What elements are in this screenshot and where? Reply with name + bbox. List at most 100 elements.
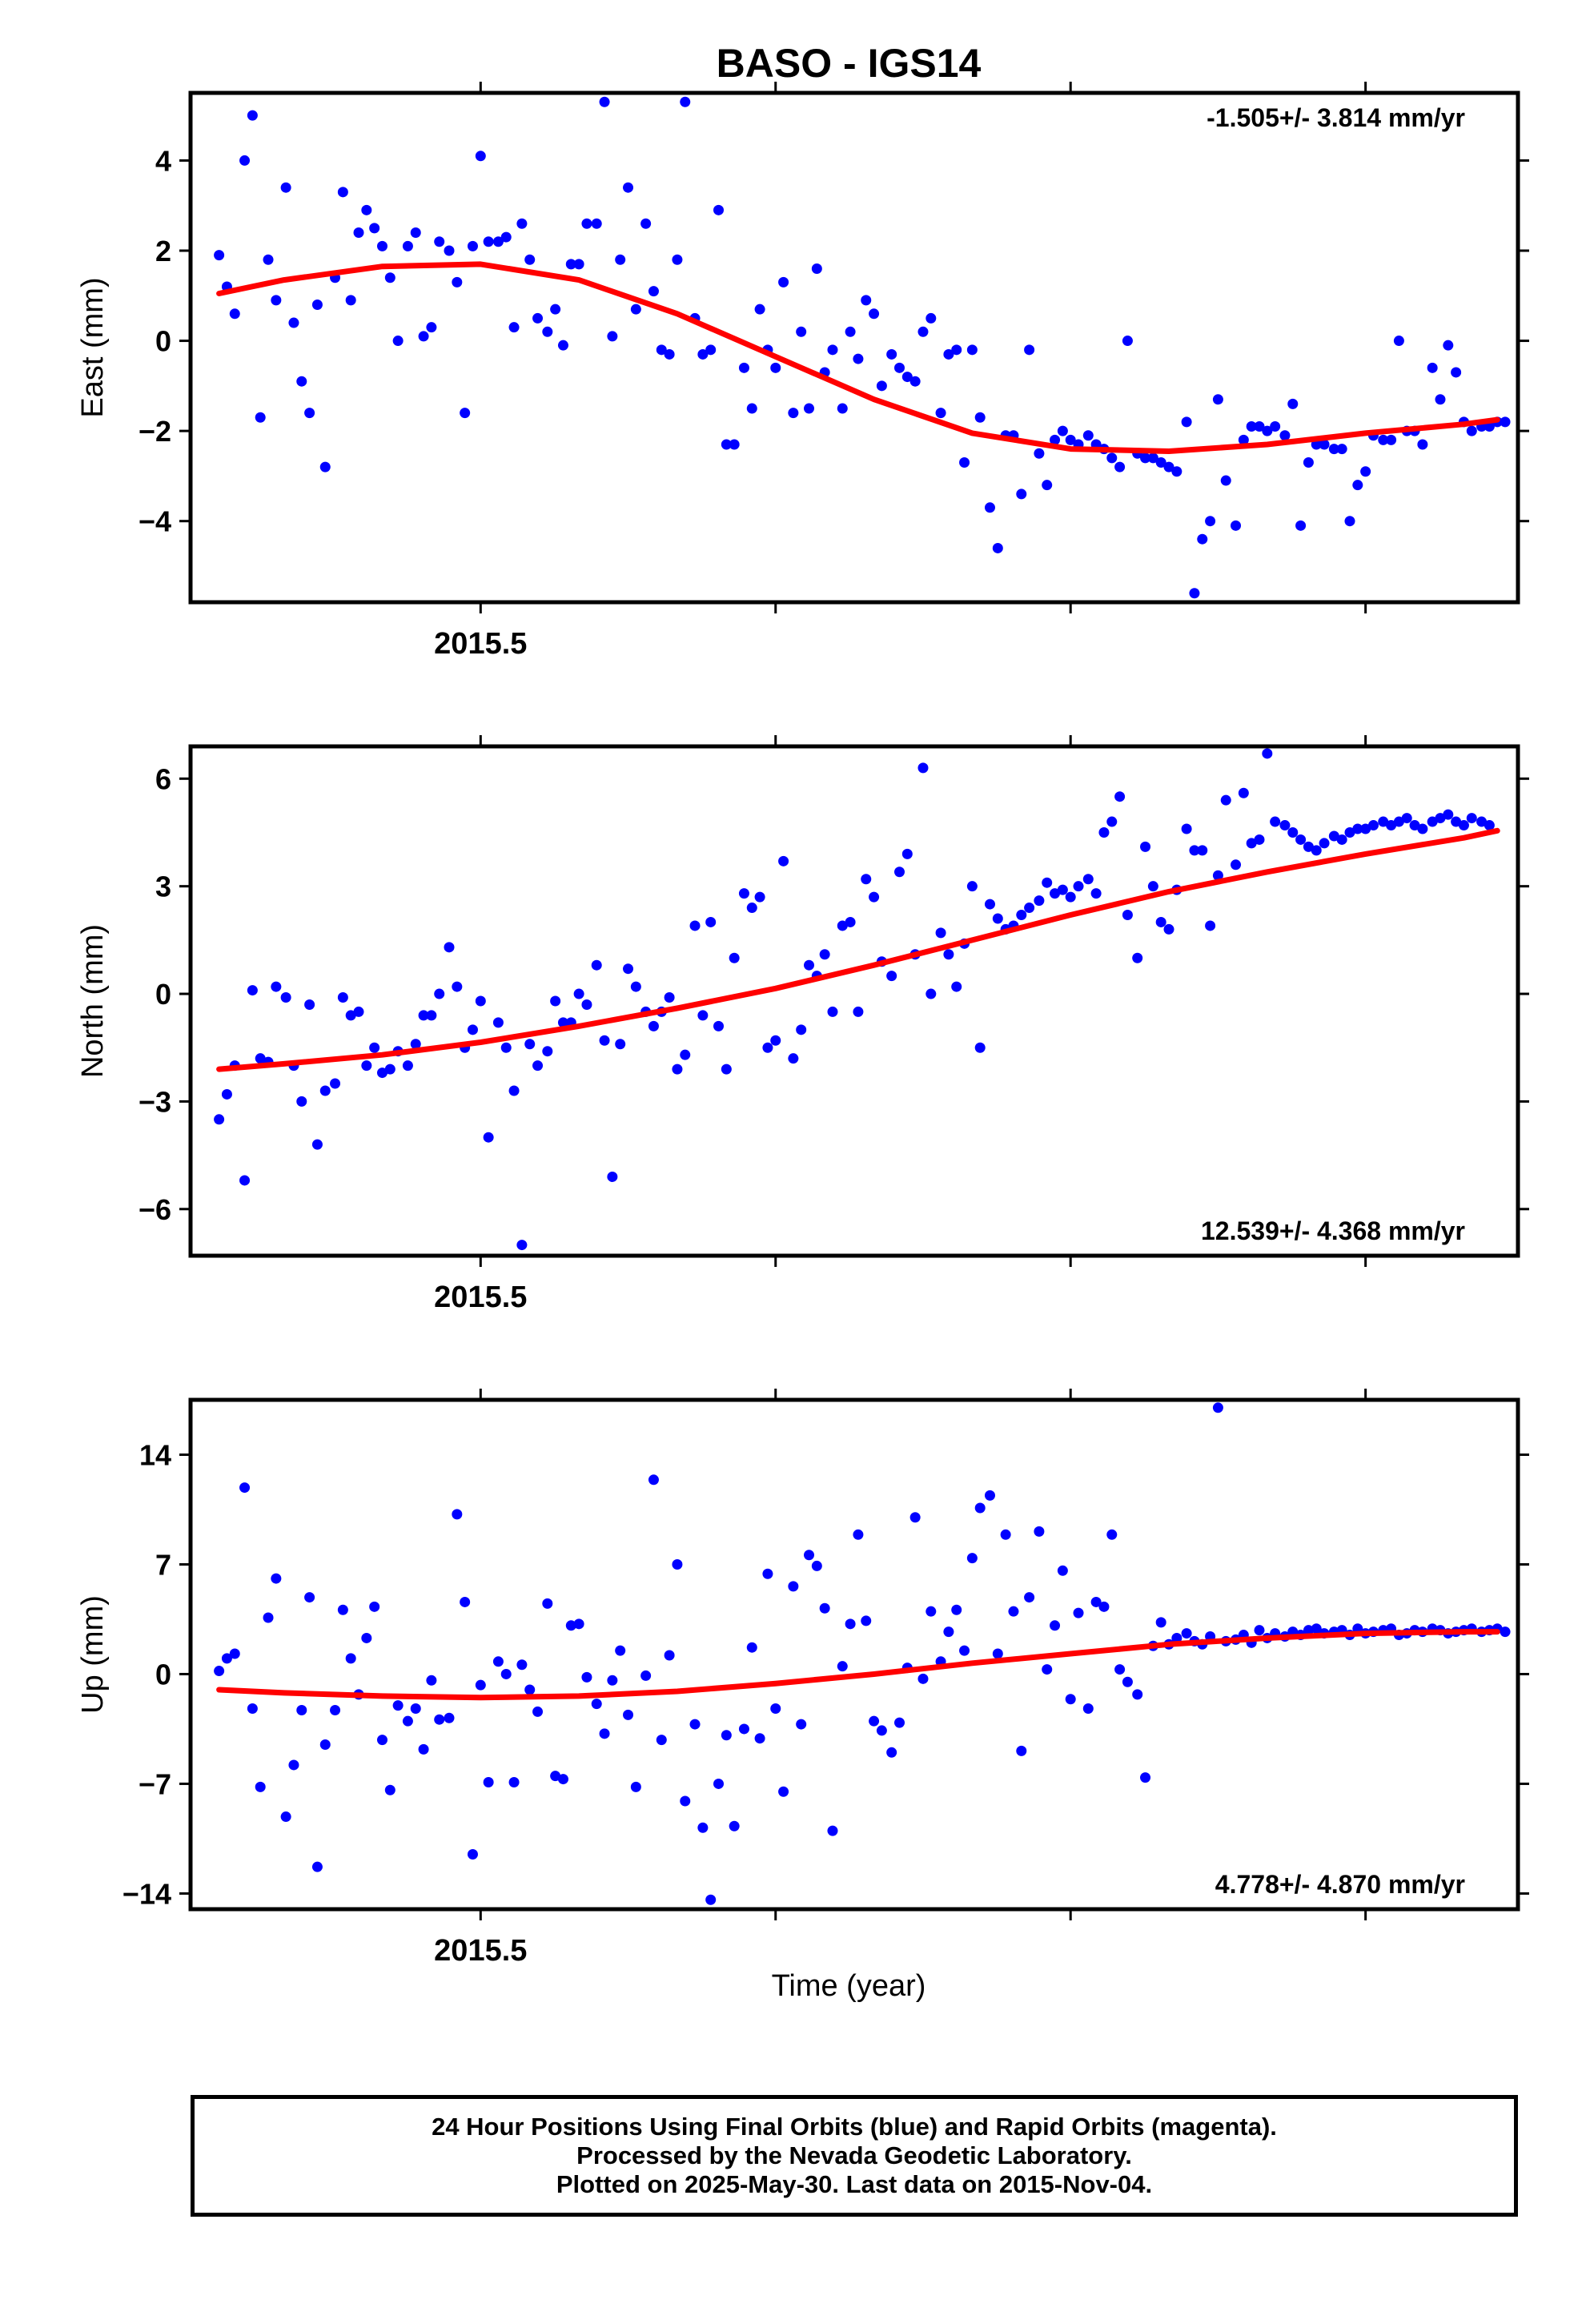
east-data-point [984,502,995,513]
north-data-point [1336,834,1347,845]
east-data-point [630,304,641,315]
up-data-point [1024,1592,1035,1603]
north-data-point [247,985,258,996]
north-data-point [1270,816,1281,827]
up-data-point [623,1709,634,1720]
north-data-point [599,1035,610,1046]
north-data-point [1197,845,1208,856]
chart-title: BASO - IGS14 [717,41,982,86]
up-data-point [239,1482,251,1494]
up-data-point [1008,1606,1019,1617]
x-axis-label: Time (year) [772,1969,926,2003]
east-data-point [1042,480,1053,491]
east-data-point [1254,420,1265,432]
east-data-point [418,331,429,342]
up-data-point [524,1684,536,1695]
east-data-point [319,461,331,472]
east-data-point [869,308,880,320]
north-data-point [369,1042,380,1053]
east-data-point [845,326,856,337]
east-data-point [861,295,872,306]
north-data-point [296,1096,307,1107]
north-data-point [1034,895,1045,907]
east-data-point [746,403,757,414]
up-data-point [263,1612,274,1623]
up-plot-frame [188,1397,1520,1912]
north-data-point [1427,816,1438,827]
north-panel: −6 −3 0 3 6 2015.5 North (mm) 12.539+/- 4.368 m… [76,735,1529,1314]
north-data-point [729,952,740,963]
east-data-point [1295,520,1307,531]
up-data-point [1132,1689,1143,1700]
east-data-point [1360,466,1371,477]
east-data-point [1122,336,1133,347]
east-plot-frame [188,90,1520,605]
up-data-point [492,1656,504,1667]
north-data-point [1476,816,1488,827]
north-data-point [861,874,872,885]
north-data-point [508,1085,520,1096]
east-data-point [1050,434,1061,445]
east-data-point [542,326,553,337]
north-data-point [1114,791,1126,802]
east-data-point [1106,452,1118,464]
north-data-point [214,1114,225,1125]
east-data-point [1057,425,1068,436]
north-data-point [353,1006,364,1017]
up-data-point [1065,1694,1076,1705]
east-data-point [271,295,282,306]
up-y-tick-label: −14 [122,1877,171,1910]
up-data-point [943,1626,954,1638]
up-data-point [615,1645,626,1656]
east-data-point [214,250,225,261]
east-data-point [1270,420,1281,432]
north-data-point [1155,916,1166,927]
north-data-point [1122,910,1133,921]
up-data-point [796,1719,807,1730]
up-data-point [1016,1745,1027,1756]
east-data-point [1328,444,1339,455]
east-data-point [434,236,445,247]
up-data-point [721,1730,732,1741]
east-data-point [770,362,781,373]
north-data-point [452,981,463,992]
east-data-point [917,326,929,337]
east-data-point [392,336,404,347]
north-data-point [239,1175,251,1186]
east-data-point [426,322,437,333]
east-data-point [1451,367,1462,378]
up-data-point [337,1604,348,1615]
north-x-tick-label: 2015.5 [434,1281,527,1314]
north-data-point [524,1039,536,1050]
up-data-point [630,1781,641,1792]
up-data-point [573,1618,584,1630]
north-data-point [837,920,848,931]
north-data-point [410,1039,421,1050]
north-data-point [689,920,701,931]
up-data-point [508,1776,520,1787]
east-data-point [1246,420,1257,432]
north-data-point [311,1139,323,1150]
footer-line-3: Plotted on 2025-May-30. Last data on 201… [556,2170,1153,2198]
north-data-point [827,1006,838,1017]
up-data-point [550,1771,561,1782]
north-data-point [255,1053,266,1064]
up-data-point [984,1490,995,1501]
east-data-point [1378,434,1389,445]
north-data-point [573,988,584,999]
north-data-point [1082,874,1094,885]
up-data-point [1122,1676,1133,1687]
north-y-tick-label: 6 [155,762,171,795]
footer-line-1: 24 Hour Positions Using Final Orbits (bl… [432,2113,1277,2141]
east-data-point [345,295,356,306]
up-data-point [656,1735,667,1746]
up-data-point [542,1598,553,1609]
east-data-point [951,344,962,356]
east-data-point [1352,480,1363,491]
up-data-point [1098,1601,1110,1612]
up-data-point [1254,1625,1265,1636]
up-y-tick-label: 7 [155,1548,171,1581]
north-data-point [984,899,995,910]
east-data-point [1155,457,1166,468]
east-data-point [1212,394,1223,405]
